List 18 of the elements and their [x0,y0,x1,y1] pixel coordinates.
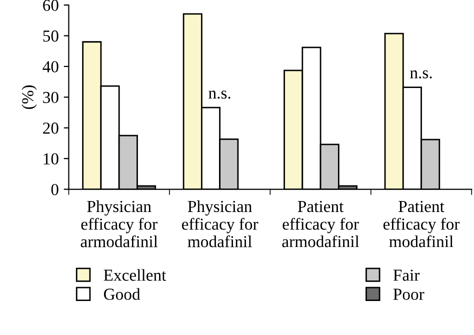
y-tick-label: 30 [43,92,58,104]
y-axis-title: (%) [22,85,37,109]
y-tick-label: 50 [43,30,58,42]
y-tick-label: 40 [42,61,58,72]
legend-label: Excellent [104,269,166,281]
legend-label: Poor [393,288,424,300]
y-tick-label: 20 [43,122,58,134]
x-tick-label: Physician efficacy for modafinil [182,200,258,248]
x-tick-label: Patient efficacy for modafinil [383,200,460,248]
y-tick-label: 10 [44,153,58,165]
annotation: n.s. [410,70,432,78]
x-tick-label: Physician efficacy for armodafinil [80,200,158,248]
legend-label: Fair [393,270,420,281]
y-tick-label: 60 [43,0,58,11]
legend-label: Good [104,288,140,300]
x-tick-label: Patient efficacy for armodafinil [282,200,360,248]
y-tick-label: 0 [51,184,58,196]
annotation: n.s. [208,90,230,99]
